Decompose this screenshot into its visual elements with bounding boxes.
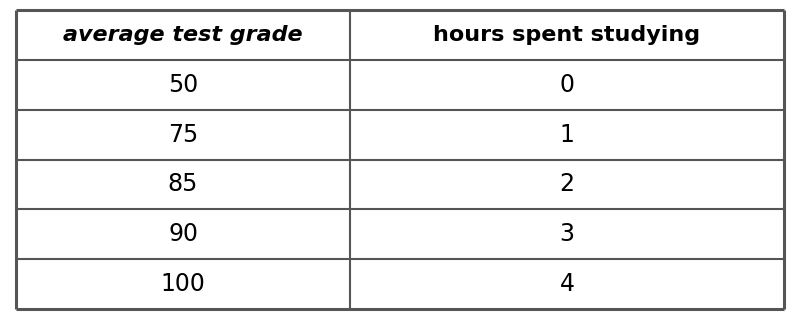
Text: 0: 0: [559, 72, 574, 97]
Text: 90: 90: [168, 222, 198, 247]
Text: 3: 3: [559, 222, 574, 247]
Text: hours spent studying: hours spent studying: [434, 25, 701, 45]
Text: 4: 4: [559, 272, 574, 296]
Text: 75: 75: [168, 122, 198, 146]
Text: 100: 100: [161, 272, 206, 296]
Text: 85: 85: [168, 173, 198, 197]
Text: 50: 50: [168, 72, 198, 97]
Text: average test grade: average test grade: [63, 25, 303, 45]
Text: 1: 1: [560, 122, 574, 146]
Text: 2: 2: [559, 173, 574, 197]
